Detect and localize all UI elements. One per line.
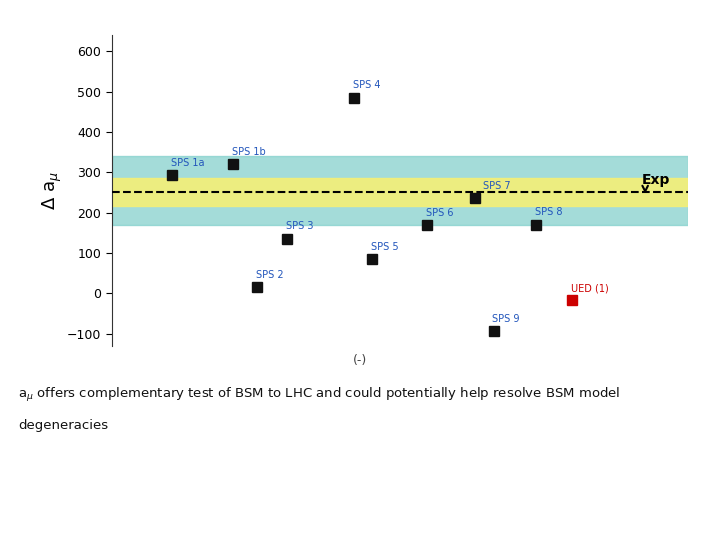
Text: SPS 8: SPS 8	[535, 207, 562, 218]
Text: Exp: Exp	[642, 173, 670, 187]
Text: UED (1): UED (1)	[571, 283, 609, 293]
Text: degeneracies: degeneracies	[18, 418, 108, 431]
Y-axis label: $\Delta$ a$_\mu$: $\Delta$ a$_\mu$	[41, 171, 64, 210]
Text: (-): (-)	[353, 354, 367, 367]
Text: ⌂UCL: ⌂UCL	[629, 8, 702, 32]
Text: SPS 3: SPS 3	[287, 221, 314, 232]
Text: a$_\mu$ offers complementary test of BSM to LHC and could potentially help resol: a$_\mu$ offers complementary test of BSM…	[18, 386, 620, 404]
Text: SPS 6: SPS 6	[426, 208, 453, 218]
Text: SPS 1a: SPS 1a	[171, 158, 204, 168]
Bar	[112, 156, 688, 225]
Text: SPS 1b: SPS 1b	[232, 147, 266, 157]
Text: SPS 7: SPS 7	[482, 181, 510, 191]
Text: SPS 9: SPS 9	[492, 314, 520, 324]
Text: SPS 5: SPS 5	[371, 241, 399, 252]
Bar	[112, 178, 688, 206]
Text: SPS 2: SPS 2	[256, 270, 284, 280]
Text: g-2 / aμ: Comparison to Snowmass SUSY points: g-2 / aμ: Comparison to Snowmass SUSY po…	[9, 12, 373, 28]
Text: SPS 4: SPS 4	[353, 80, 380, 90]
